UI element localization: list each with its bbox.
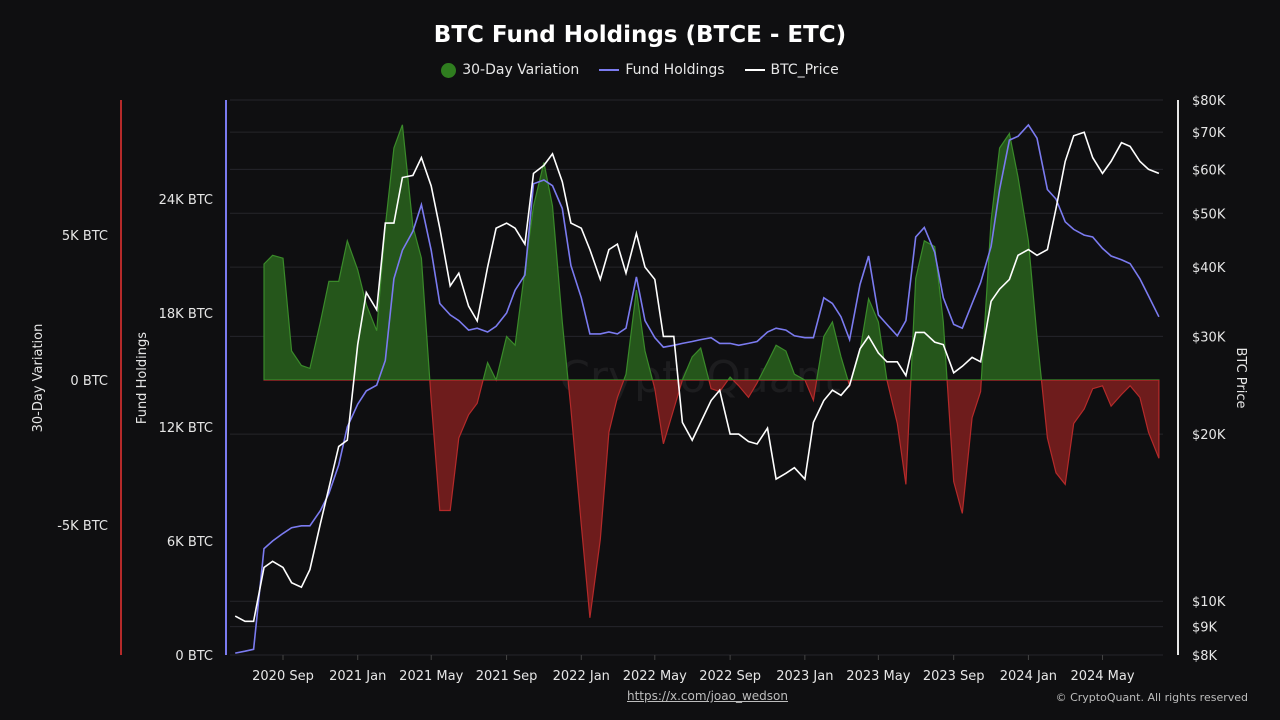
price-tick-label: $9K [1192,621,1218,636]
variation-tick-label: -5K BTC [57,519,108,534]
x-tick-label: 2023 Sep [923,669,985,684]
x-tick-label: 2023 May [846,669,910,684]
x-tick-label: 2024 May [1070,669,1134,684]
legend-item-price[interactable]: BTC_Price [744,62,839,78]
holdings-tick-label: 18K BTC [159,307,213,322]
holdings-axis-title: Fund Holdings [135,332,150,424]
price-tick-label: $20K [1192,428,1226,443]
price-tick-label: $50K [1192,207,1226,222]
price-tick-label: $8K [1192,649,1218,664]
legend: 30-Day Variation Fund Holdings BTC_Price [0,62,1280,78]
legend-label: Fund Holdings [625,62,725,78]
variation-positive-area [263,124,1160,380]
x-tick-label: 2021 Jan [329,669,386,684]
x-tick-label: 2023 Jan [776,669,833,684]
holdings-tick-label: 6K BTC [167,535,213,550]
btc-price-line [234,131,1160,623]
x-tick-label: 2022 Sep [699,669,761,684]
variation-tick-label: 5K BTC [62,229,108,244]
x-tick-label: 2022 Jan [553,669,610,684]
price-tick-label: $40K [1192,261,1226,276]
copyright-text: © CryptoQuant. All rights reserved [1055,691,1248,704]
x-tick-label: 2021 May [399,669,463,684]
legend-label: 30-Day Variation [462,62,580,78]
variation-negative-area [263,380,1160,618]
legend-circle-icon [441,62,457,78]
legend-item-holdings[interactable]: Fund Holdings [599,62,725,78]
variation-tick-label: 0 BTC [70,374,108,389]
legend-item-variation[interactable]: 30-Day Variation [441,62,579,78]
price-tick-label: $70K [1192,126,1226,141]
variation-axis-title: 30-Day Variation [31,324,46,433]
legend-label: BTC_Price [770,62,839,78]
holdings-tick-label: 0 BTC [175,649,213,664]
legend-line-icon [599,69,620,71]
price-tick-label: $60K [1192,163,1226,178]
price-axis-title: BTC Price [1233,347,1248,408]
price-tick-label: $80K [1192,94,1226,109]
x-tick-label: 2024 Jan [1000,669,1057,684]
holdings-tick-label: 24K BTC [159,193,213,208]
x-tick-label: 2022 May [623,669,687,684]
price-tick-label: $10K [1192,595,1226,610]
x-tick-label: 2020 Sep [252,669,314,684]
legend-line-icon [744,69,765,71]
holdings-tick-label: 12K BTC [159,421,213,436]
x-tick-label: 2021 Sep [476,669,538,684]
chart-title: BTC Fund Holdings (BTCE - ETC) [433,22,847,48]
footer-link[interactable]: https://x.com/joao_wedson [627,689,788,703]
fund-holdings-line [235,123,1160,654]
price-tick-label: $30K [1192,330,1226,345]
